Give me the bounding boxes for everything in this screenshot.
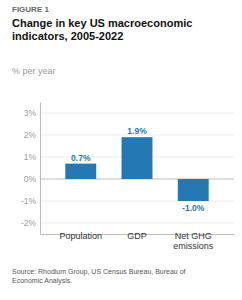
grid <box>40 113 234 223</box>
x-tick: Population <box>59 231 102 241</box>
text-line: GDP <box>127 231 147 241</box>
data-label: -1.0% <box>182 203 205 213</box>
grid-line <box>40 113 234 114</box>
y-tick-label: 1% <box>24 152 37 162</box>
figure-label: FIGURE 1 <box>12 5 49 14</box>
subtitle: % per year <box>12 66 56 76</box>
y-tick-label: 3% <box>24 108 37 118</box>
y-tick: 0% <box>24 174 40 184</box>
text-line: Change in key US macroeconomic <box>12 17 192 29</box>
y-tick: -2% <box>21 218 40 228</box>
text-line: Source: Rhodium Group, US Census Bureau,… <box>12 268 186 276</box>
grid-line <box>40 223 234 224</box>
text-line: Net GHG <box>175 231 212 241</box>
plot: 0.7% 1.9% -1.0% -2% -1% 0% 1% 2% 3% Population GDP… <box>21 103 235 251</box>
text-line: Economic Analysis. <box>12 277 72 285</box>
y-tick: 2% <box>24 130 40 140</box>
y-axis: -2% -1% 0% 1% 2% 3% <box>21 103 41 235</box>
source: Source: Rhodium Group, US Census Bureau,… <box>12 268 186 285</box>
bar <box>122 137 153 179</box>
bar <box>178 179 209 201</box>
y-tick-label: 0% <box>24 174 37 184</box>
text-line: emissions <box>173 241 214 251</box>
text-line: indicators, 2005-2022 <box>12 30 123 42</box>
x-tick: Net GHGemissions <box>173 231 214 251</box>
data-label: 1.9% <box>127 126 147 136</box>
y-tick-label: -2% <box>21 218 37 228</box>
x-tick-label: Population <box>59 231 102 241</box>
bars <box>65 137 208 201</box>
x-tick-label: GDP <box>127 231 147 241</box>
x-tick-label: Net GHGemissions <box>173 231 214 251</box>
data-labels: 0.7% 1.9% -1.0% <box>71 126 205 213</box>
x-tick: GDP <box>127 231 147 241</box>
y-tick: -1% <box>21 196 40 206</box>
y-tick-label: 2% <box>24 130 37 140</box>
y-axis-line <box>40 103 41 235</box>
title: Change in key US macroeconomicindicators… <box>12 17 192 42</box>
y-tick: 1% <box>24 152 40 162</box>
y-tick-label: -1% <box>21 196 37 206</box>
bar <box>65 164 96 179</box>
text-line: Population <box>59 231 102 241</box>
data-label: 0.7% <box>71 153 91 163</box>
x-axis: Population GDP Net GHGemissions <box>41 231 235 251</box>
chart: FIGURE 1 Change in key US macroeconomicin… <box>0 0 242 300</box>
y-tick: 3% <box>24 108 40 118</box>
